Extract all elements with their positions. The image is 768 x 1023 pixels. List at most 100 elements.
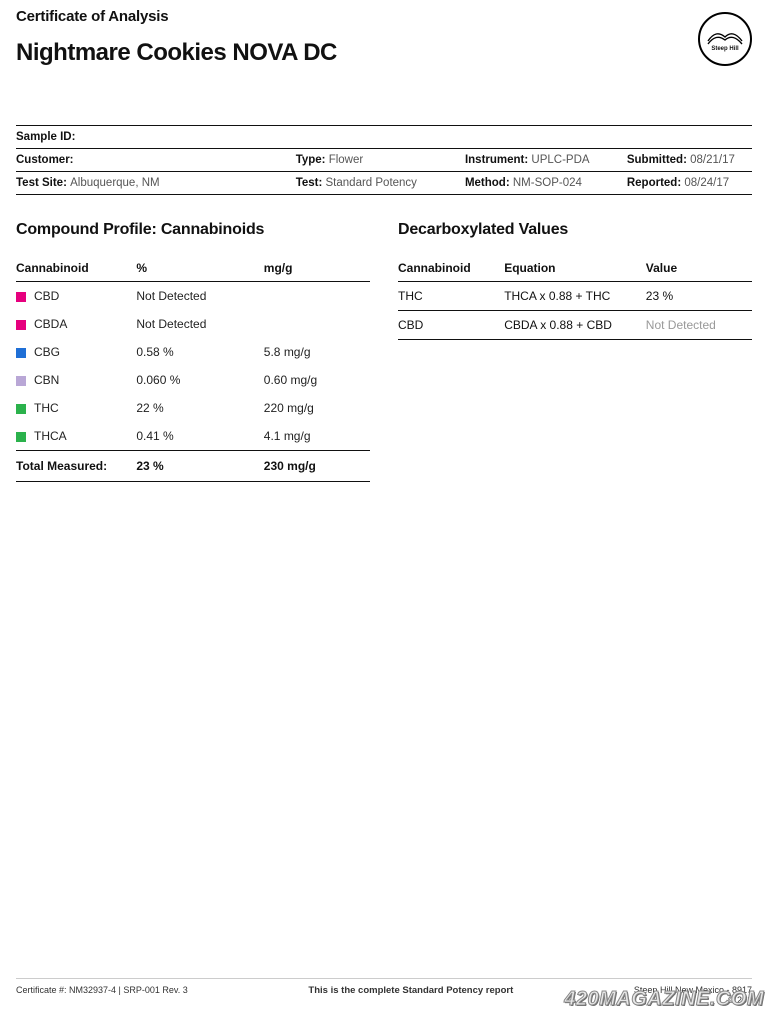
- meta-cell: Submitted: 08/21/17: [627, 149, 752, 172]
- decarb-name: THC: [398, 282, 504, 311]
- meta-value: 08/21/17: [690, 154, 735, 166]
- decarb-row: THCTHCA x 0.88 + THC23 %: [398, 282, 752, 311]
- compound-row: THC22 %220 mg/g: [16, 394, 370, 422]
- compound-section-title: Compound Profile: Cannabinoids: [16, 221, 370, 239]
- meta-value: Albuquerque, NM: [70, 177, 160, 189]
- watermark: 420MAGAZINE.COM: [564, 988, 764, 1011]
- compound-name: CBN: [34, 373, 59, 387]
- color-swatch: [16, 376, 26, 386]
- compound-name-cell: CBG: [16, 338, 136, 366]
- header-left: Certificate of Analysis Nightmare Cookie…: [16, 8, 698, 107]
- compound-row: CBDA Not Detected: [16, 310, 370, 338]
- meta-cell: Type: Flower: [296, 149, 465, 172]
- compound-name: CBG: [34, 345, 60, 359]
- compound-row: CBG 0.58 %5.8 mg/g: [16, 338, 370, 366]
- meta-cell: [627, 126, 752, 149]
- decarb-value: Not Detected: [646, 311, 752, 340]
- meta-label: Submitted:: [627, 154, 690, 166]
- compound-row: THCA 0.41 %4.1 mg/g: [16, 422, 370, 451]
- decarb-eq: THCA x 0.88 + THC: [504, 282, 646, 311]
- compound-row: CBD Not Detected: [16, 282, 370, 311]
- compound-name-cell: CBDA: [16, 310, 136, 338]
- meta-label: Test Site:: [16, 177, 70, 189]
- decarb-column: Decarboxylated Values Cannabinoid Equati…: [398, 221, 752, 482]
- color-swatch: [16, 292, 26, 302]
- header: Certificate of Analysis Nightmare Cookie…: [16, 8, 752, 107]
- compound-mgg: [264, 310, 370, 338]
- compound-mgg: 0.60 mg/g: [264, 366, 370, 394]
- compound-name-cell: THC: [16, 394, 136, 422]
- meta-label: Type:: [296, 154, 329, 166]
- meta-value: UPLC-PDA: [531, 154, 589, 166]
- compound-row: CBN 0.060 %0.60 mg/g: [16, 366, 370, 394]
- compound-mgg: 4.1 mg/g: [264, 422, 370, 451]
- compound-mgg: 220 mg/g: [264, 394, 370, 422]
- meta-cell: Test: Standard Potency: [296, 172, 465, 195]
- meta-value: Flower: [329, 154, 364, 166]
- meta-table: Sample ID: Customer: Type: FlowerInstrum…: [16, 125, 752, 195]
- meta-cell: Instrument: UPLC-PDA: [465, 149, 627, 172]
- decarb-value: 23 %: [646, 282, 752, 311]
- color-swatch: [16, 320, 26, 330]
- compound-column: Compound Profile: Cannabinoids Cannabino…: [16, 221, 370, 482]
- hill-icon: [707, 26, 743, 46]
- page-title: Nightmare Cookies NOVA DC: [16, 39, 698, 67]
- meta-label: Instrument:: [465, 154, 531, 166]
- compound-pct: Not Detected: [136, 282, 263, 311]
- compound-pct: 0.41 %: [136, 422, 263, 451]
- decarb-col-eq: Equation: [504, 255, 646, 282]
- compound-name: CBDA: [34, 317, 67, 331]
- total-label: Total Measured:: [16, 451, 136, 482]
- decarb-col-value: Value: [646, 255, 752, 282]
- doc-type: Certificate of Analysis: [16, 8, 698, 25]
- footer-left: Certificate #: NM32937-4 | SRP-001 Rev. …: [16, 985, 188, 995]
- compound-pct: 0.060 %: [136, 366, 263, 394]
- compound-col-mgg: mg/g: [264, 255, 370, 282]
- meta-label: Sample ID:: [16, 131, 75, 143]
- meta-value: NM-SOP-024: [513, 177, 582, 189]
- decarb-col-name: Cannabinoid: [398, 255, 504, 282]
- compound-pct: 0.58 %: [136, 338, 263, 366]
- meta-label: Method:: [465, 177, 513, 189]
- compound-pct: Not Detected: [136, 310, 263, 338]
- compound-name-cell: CBD: [16, 282, 136, 311]
- compound-col-pct: %: [136, 255, 263, 282]
- meta-label: Reported:: [627, 177, 685, 189]
- compound-mgg: 5.8 mg/g: [264, 338, 370, 366]
- meta-cell: Test Site: Albuquerque, NM: [16, 172, 296, 195]
- meta-row: Test Site: Albuquerque, NMTest: Standard…: [16, 172, 752, 195]
- decarb-name: CBD: [398, 311, 504, 340]
- brand-logo: Steep Hill: [698, 12, 752, 66]
- meta-row: Sample ID:: [16, 126, 752, 149]
- meta-label: Test:: [296, 177, 326, 189]
- logo-text: Steep Hill: [711, 46, 738, 52]
- decarb-row: CBDCBDA x 0.88 + CBDNot Detected: [398, 311, 752, 340]
- compound-name-cell: CBN: [16, 366, 136, 394]
- compound-name: THCA: [34, 429, 67, 443]
- content-columns: Compound Profile: Cannabinoids Cannabino…: [16, 221, 752, 482]
- meta-label: Customer:: [16, 154, 74, 166]
- meta-cell: Method: NM-SOP-024: [465, 172, 627, 195]
- meta-cell: Sample ID:: [16, 126, 296, 149]
- meta-value: Standard Potency: [326, 177, 417, 189]
- decarb-table: Cannabinoid Equation Value THCTHCA x 0.8…: [398, 255, 752, 340]
- color-swatch: [16, 404, 26, 414]
- color-swatch: [16, 348, 26, 358]
- compound-name-cell: THCA: [16, 422, 136, 451]
- compound-col-name: Cannabinoid: [16, 255, 136, 282]
- meta-cell: Customer:: [16, 149, 296, 172]
- compound-total-row: Total Measured:23 %230 mg/g: [16, 451, 370, 482]
- compound-mgg: [264, 282, 370, 311]
- meta-cell: [465, 126, 627, 149]
- compound-name: CBD: [34, 289, 59, 303]
- decarb-eq: CBDA x 0.88 + CBD: [504, 311, 646, 340]
- total-pct: 23 %: [136, 451, 263, 482]
- compound-pct: 22 %: [136, 394, 263, 422]
- meta-value: 08/24/17: [684, 177, 729, 189]
- meta-cell: Reported: 08/24/17: [627, 172, 752, 195]
- decarb-section-title: Decarboxylated Values: [398, 221, 752, 239]
- footer-center: This is the complete Standard Potency re…: [308, 985, 513, 996]
- compound-table: Cannabinoid % mg/g CBD Not Detected CBDA No…: [16, 255, 370, 482]
- total-mgg: 230 mg/g: [264, 451, 370, 482]
- color-swatch: [16, 432, 26, 442]
